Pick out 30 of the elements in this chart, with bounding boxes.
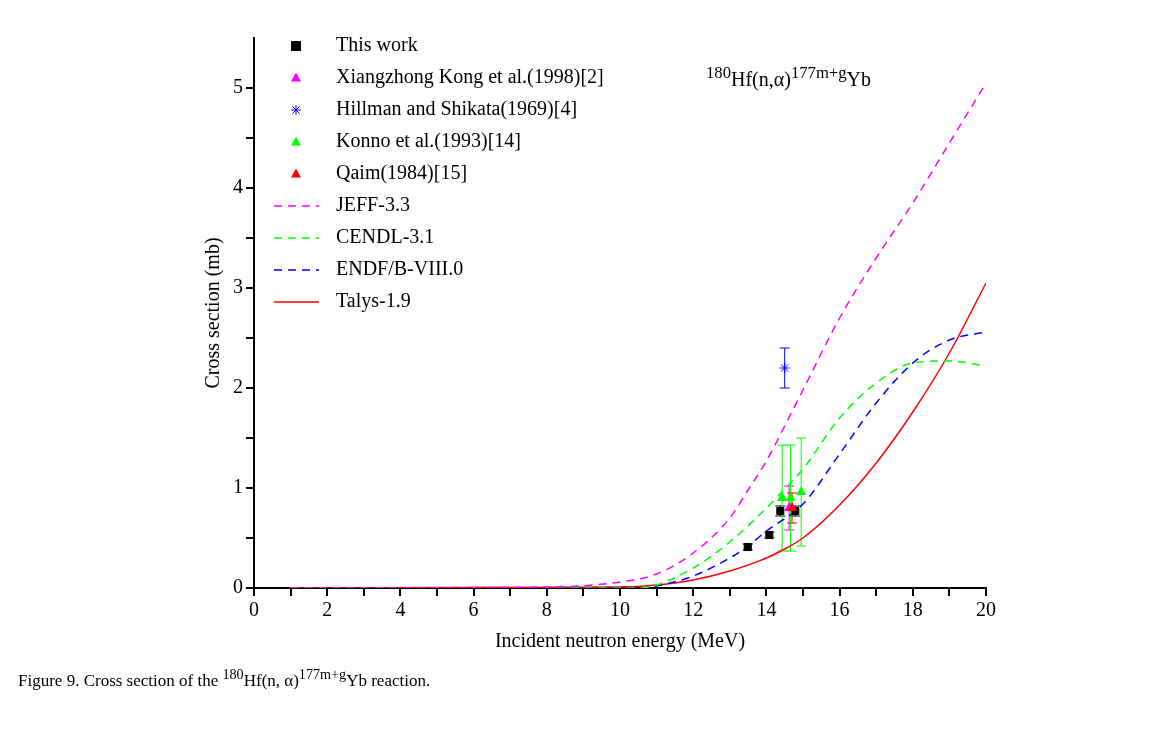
legend-label: Xiangzhong Kong et al.(1998)[2] — [336, 65, 604, 89]
x-tick-label: 14 — [756, 598, 777, 621]
legend-label: CENDL-3.1 — [336, 225, 435, 248]
x-tick-label: 12 — [683, 598, 704, 621]
y-tick-label: 0 — [233, 575, 243, 598]
x-tick-label: 18 — [902, 598, 923, 621]
x-tick-label: 4 — [395, 598, 406, 621]
legend-label: Qaim(1984)[15] — [336, 161, 468, 185]
y-tick-label: 3 — [233, 275, 243, 298]
legend-label: ENDF/B-VIII.0 — [336, 257, 464, 280]
y-tick-label: 5 — [233, 75, 243, 98]
x-tick-label: 0 — [249, 598, 259, 621]
y-tick-label: 2 — [233, 375, 243, 398]
caption: Figure 9. Cross section of the $^{180}$Hf(n, α)$^{177m+g}$Yb reaction. — [18, 666, 432, 691]
x-tick-label: 8 — [541, 598, 552, 621]
legend-label: Talys-1.9 — [336, 289, 411, 313]
x-tick-label: 10 — [610, 598, 630, 621]
x-tick-label: 2 — [322, 598, 333, 621]
x-axis-title: Incident neutron energy (MeV) — [494, 629, 746, 653]
y-tick-label: 4 — [233, 175, 243, 198]
legend-label: This work — [336, 33, 418, 56]
legend-label: Hillman and Shikata(1969)[4] — [336, 97, 578, 121]
legend-label: JEFF-3.3 — [336, 193, 410, 216]
x-tick-label: 6 — [468, 598, 479, 621]
x-tick-label: 20 — [976, 598, 996, 621]
x-tick-label: 16 — [829, 598, 850, 621]
annotation: $^{180}$Hf(n,α)$^{177m+g}$Yb — [706, 63, 872, 91]
y-tick-label: 1 — [233, 475, 243, 498]
y-axis-title: Cross section (mb) — [201, 237, 225, 389]
legend-label: Konno et al.(1993)[14] — [336, 129, 521, 153]
